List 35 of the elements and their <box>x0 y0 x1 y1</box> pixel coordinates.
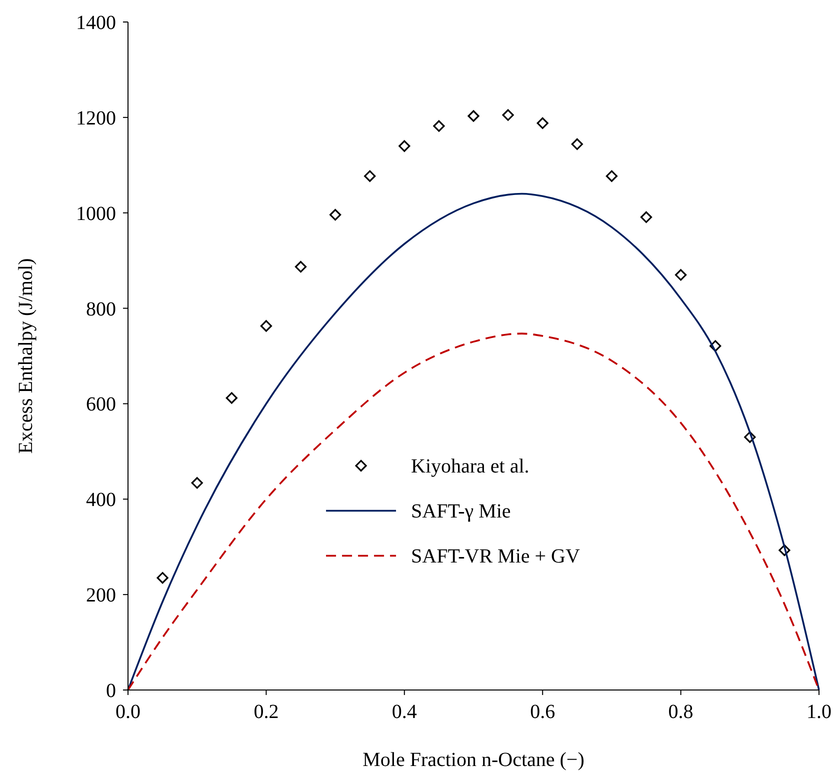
point <box>468 110 480 122</box>
point <box>191 477 203 489</box>
x-tick-label: 1.0 <box>806 701 832 723</box>
x-tick-label: 0.2 <box>254 701 279 723</box>
y-tick-label: 800 <box>86 298 116 320</box>
point <box>294 260 307 273</box>
y-tick-label: 0 <box>106 680 116 702</box>
y-axis-title: Excess Enthalpy (J/mol) <box>15 258 37 454</box>
point <box>260 320 272 332</box>
legend-label: Kiyohara et al. <box>411 456 530 478</box>
legend-label: SAFT-VR Mie + GV <box>411 546 580 568</box>
point <box>156 572 168 584</box>
y-tick-label: 600 <box>86 394 116 416</box>
x-tick-label: 0.4 <box>392 701 417 723</box>
y-tick-label: 1000 <box>76 202 116 225</box>
x-axis-title: Mole Fraction n-Octane (−) <box>362 749 584 771</box>
y-tick-label: 400 <box>86 489 116 512</box>
point <box>536 117 548 129</box>
point <box>364 170 376 182</box>
y-tick-label: 1200 <box>76 107 116 130</box>
point <box>640 211 652 223</box>
point <box>398 140 410 152</box>
point <box>433 120 445 132</box>
y-tick-label: 1400 <box>76 12 116 34</box>
x-tick-label: 0.0 <box>116 701 140 723</box>
legend-label: SAFT-γ Mie <box>411 500 511 523</box>
x-tick-label: 0.6 <box>530 701 556 723</box>
point <box>502 109 514 121</box>
y-tick-label: 200 <box>86 584 116 607</box>
point <box>675 269 687 281</box>
x-tick-label: 0.8 <box>668 701 694 723</box>
point <box>226 392 238 404</box>
point <box>330 208 342 221</box>
point <box>571 138 583 150</box>
point <box>606 170 618 182</box>
